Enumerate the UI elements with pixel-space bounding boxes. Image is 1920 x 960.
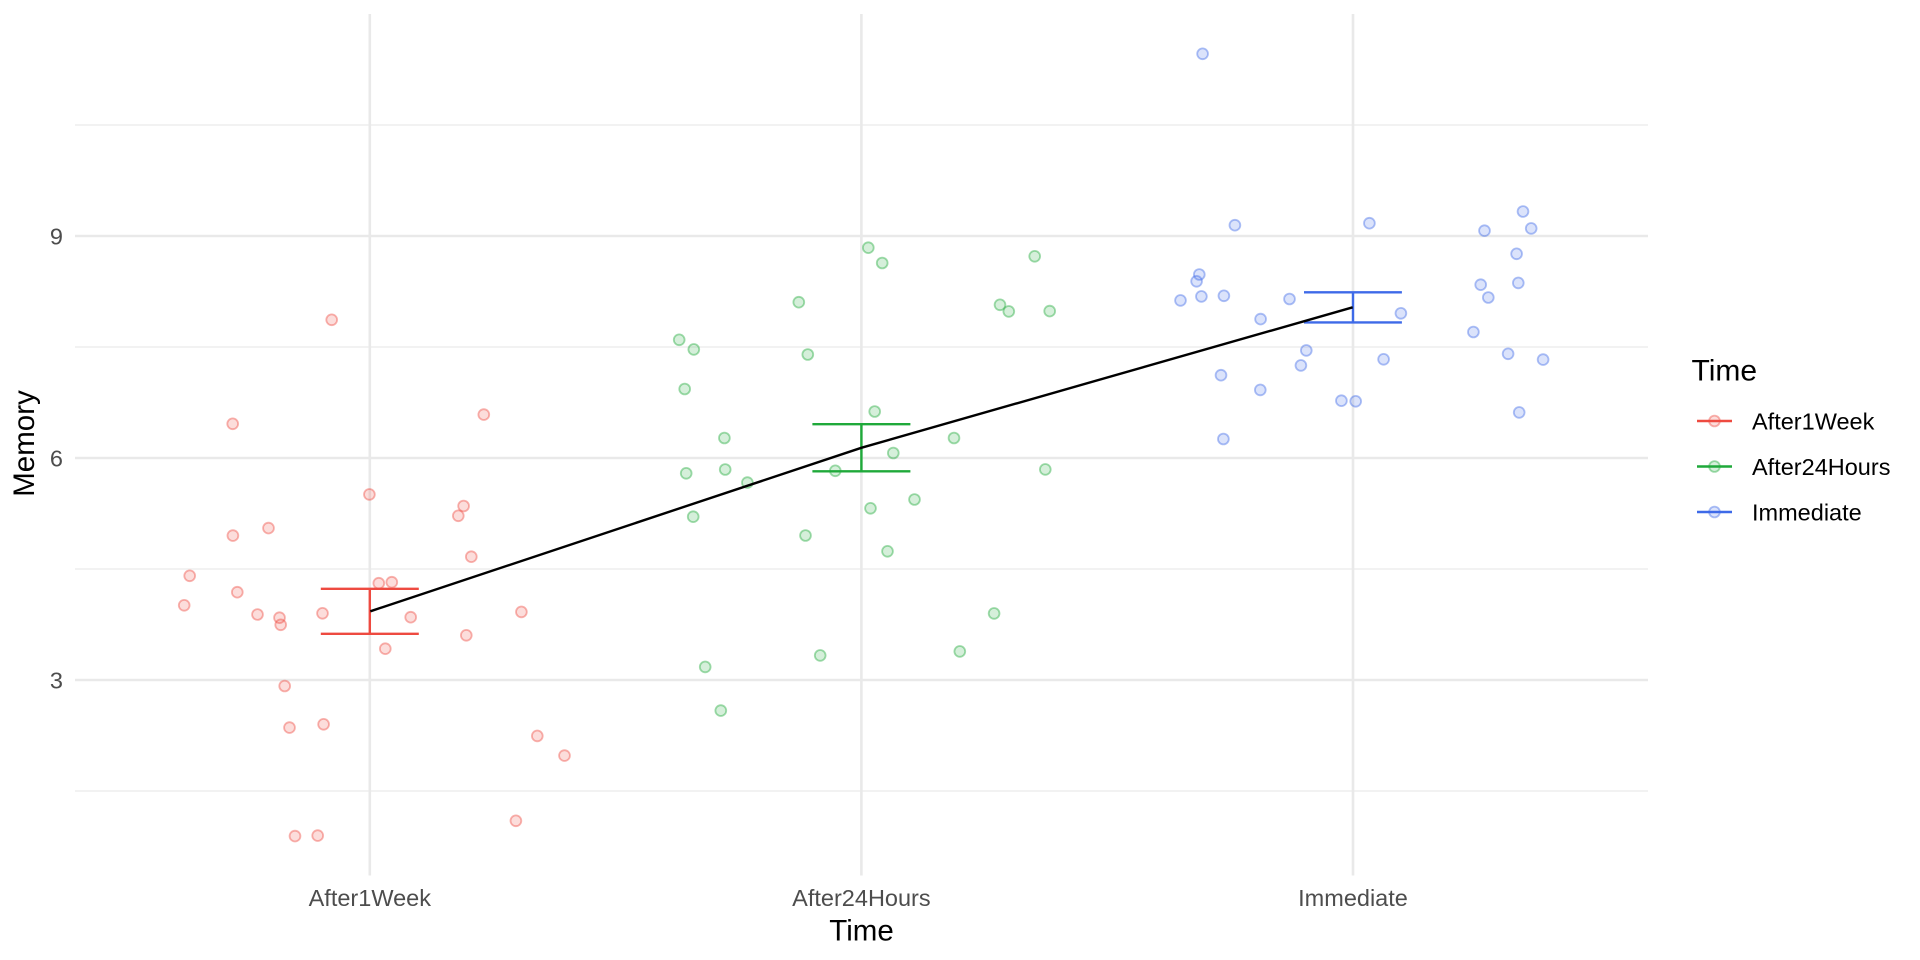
svg-text:After24Hours: After24Hours <box>792 885 930 911</box>
svg-text:3: 3 <box>50 668 63 694</box>
svg-text:6: 6 <box>50 446 63 472</box>
svg-text:Time: Time <box>1692 355 1758 388</box>
svg-text:Immediate: Immediate <box>1752 499 1862 525</box>
svg-text:After24Hours: After24Hours <box>1752 454 1890 480</box>
svg-text:After1Week: After1Week <box>309 885 432 911</box>
svg-text:9: 9 <box>50 223 63 249</box>
svg-text:After1Week: After1Week <box>1752 408 1875 434</box>
svg-text:Memory: Memory <box>8 390 41 497</box>
svg-text:Time: Time <box>829 915 893 948</box>
svg-text:Immediate: Immediate <box>1298 885 1408 911</box>
